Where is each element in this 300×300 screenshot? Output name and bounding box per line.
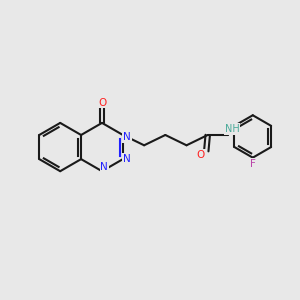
- Text: N: N: [123, 154, 131, 164]
- Text: F: F: [250, 159, 256, 169]
- Text: O: O: [197, 150, 205, 160]
- Text: NH: NH: [225, 124, 239, 134]
- Text: O: O: [98, 98, 106, 108]
- Text: N: N: [123, 132, 131, 142]
- Text: N: N: [100, 162, 108, 172]
